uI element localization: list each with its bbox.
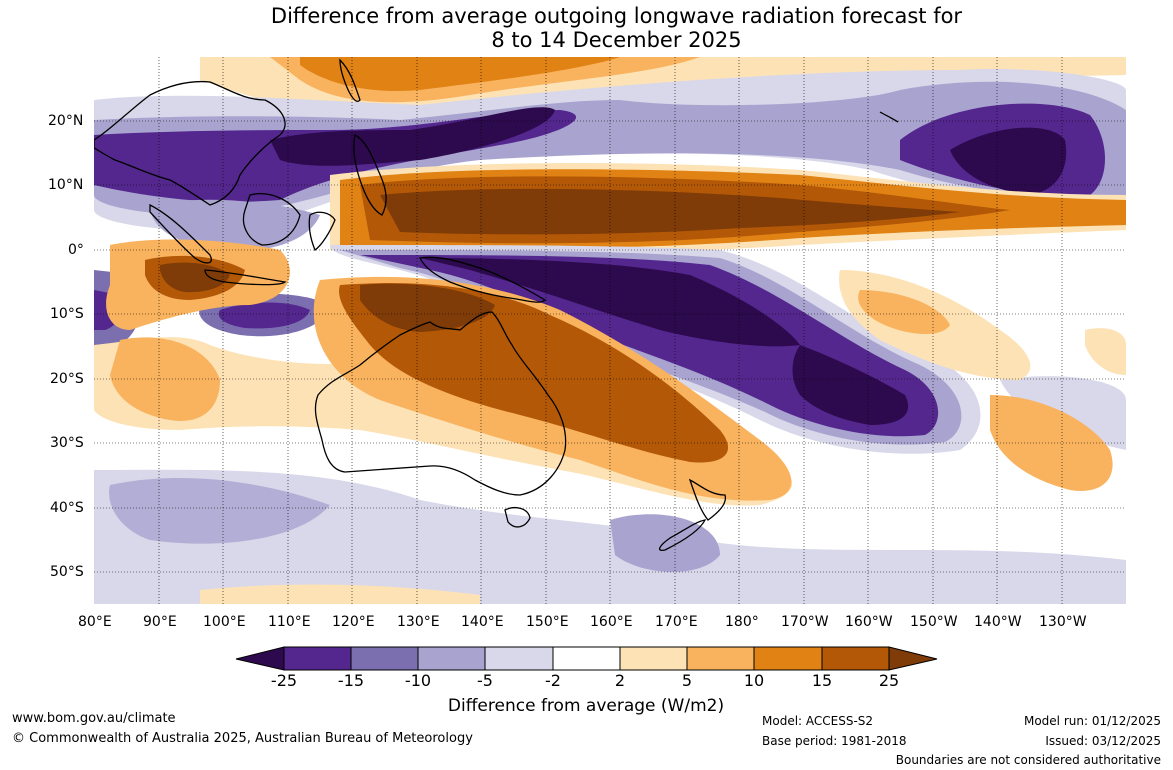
- borneo-coast: [242, 193, 301, 246]
- colorbar-tick: 2: [614, 671, 626, 690]
- lon-label: 170°E: [655, 614, 698, 630]
- colorbar-swatch-7: [686, 646, 755, 671]
- bom-url[interactable]: www.bom.gov.au/climate: [12, 711, 176, 726]
- lon-label: 130°W: [1039, 614, 1087, 630]
- colorbar-tick: 5: [681, 671, 693, 690]
- issued-date: Issued: 03/12/2025: [1045, 734, 1161, 748]
- lon-label: 90°E: [143, 614, 177, 630]
- lon-label: 110°E: [268, 614, 311, 630]
- west-indian-positive-max: [160, 262, 230, 293]
- colorbar-swatch-lt25: [235, 646, 285, 671]
- spcz-negative-strong: [360, 255, 939, 437]
- asia-coast: [94, 80, 286, 206]
- colorbar-swatch-3: [417, 646, 486, 671]
- lat-label: 0°: [68, 242, 84, 258]
- lat-label: 50°S: [50, 564, 84, 580]
- lat-label: 30°S: [50, 435, 84, 451]
- lat-label: 10°S: [50, 306, 84, 322]
- colorbar-tick: 10: [743, 671, 765, 690]
- lat-label: 40°S: [50, 500, 84, 516]
- spcz-negative-core: [420, 258, 800, 347]
- central-pacific-negative-core: [950, 127, 1067, 195]
- colorbar-tick: -2: [545, 671, 561, 690]
- model-run-date: Model run: 01/12/2025: [1023, 714, 1161, 728]
- hawaii-islands: [879, 111, 899, 123]
- colorbar-swatch-4: [484, 646, 554, 671]
- lat-label: 20°N: [48, 113, 84, 129]
- lon-label: 100°E: [203, 614, 246, 630]
- lon-label: 130°E: [397, 614, 440, 630]
- spcz-negative-core-east: [792, 345, 909, 425]
- colorbar-tick: -25: [270, 671, 298, 690]
- colorbar-swatch-8: [753, 646, 823, 671]
- lon-label: 160°W: [845, 614, 893, 630]
- lat-label: 20°S: [50, 371, 84, 387]
- new-guinea-coast: [419, 256, 547, 303]
- nz-south-island: [658, 519, 707, 551]
- colorbar-swatch-5: [552, 646, 621, 671]
- copyright-notice: © Commonwealth of Australia 2025, Austra…: [12, 731, 473, 746]
- philippines-coast: [353, 134, 387, 216]
- southern-indian-weak-negative: [109, 477, 331, 544]
- colorbar-swatch-2: [350, 646, 419, 671]
- colorbar-title: Difference from average (W/m2): [447, 696, 725, 716]
- title-line-1: Difference from average outgoing longwav…: [270, 4, 963, 28]
- model-name: Model: ACCESS-S2: [762, 714, 874, 728]
- colorbar: [235, 646, 938, 671]
- sumatra-coast: [149, 203, 212, 264]
- far-east-positive: [1085, 328, 1126, 375]
- colorbar-swatch-1: [283, 646, 352, 671]
- lon-label: 170°W: [781, 614, 829, 630]
- north-positive-strong: [300, 57, 620, 91]
- title-line-2: 8 to 14 December 2025: [491, 28, 742, 52]
- sulawesi-coast: [308, 211, 336, 252]
- top-end-positive-core: [360, 283, 495, 332]
- lon-label: 120°E: [332, 614, 375, 630]
- south-indian-positive-strip: [200, 584, 480, 604]
- lat-label: 10°N: [48, 177, 84, 193]
- colorbar-tick: -10: [404, 671, 432, 690]
- colorbar-tick: 25: [878, 671, 900, 690]
- colorbar-tick: -15: [337, 671, 365, 690]
- new-zealand-negative: [610, 514, 720, 572]
- australia-coast: [314, 311, 567, 496]
- nz-north-island: [688, 478, 727, 521]
- lon-label: 140°W: [974, 614, 1022, 630]
- colorbar-tick: 15: [811, 671, 833, 690]
- lon-label: 150°W: [910, 614, 958, 630]
- java-coast: [204, 269, 287, 286]
- colorbar-tick: -5: [477, 671, 493, 690]
- nh-negative-core: [270, 107, 555, 166]
- coastlines: [94, 58, 899, 551]
- lon-label: 140°E: [461, 614, 504, 630]
- lon-label: 80°E: [78, 614, 112, 630]
- boundaries-disclaimer: Boundaries are not considered authoritat…: [895, 753, 1161, 767]
- graticule: [94, 57, 1126, 604]
- lon-label: 160°E: [590, 614, 633, 630]
- west-indian-south-positive: [110, 337, 220, 421]
- colorbar-swatch-6: [619, 646, 688, 671]
- lon-label: 150°E: [526, 614, 569, 630]
- base-period: Base period: 1981-2018: [762, 734, 907, 748]
- lon-label: 180°: [725, 614, 759, 630]
- equatorial-positive-core: [380, 188, 960, 235]
- south-pacific-positive: [858, 290, 950, 335]
- colorbar-swatch-9: [821, 646, 890, 671]
- java-sea-negative-core: [218, 302, 310, 329]
- colorbar-swatch-gt25: [888, 646, 938, 671]
